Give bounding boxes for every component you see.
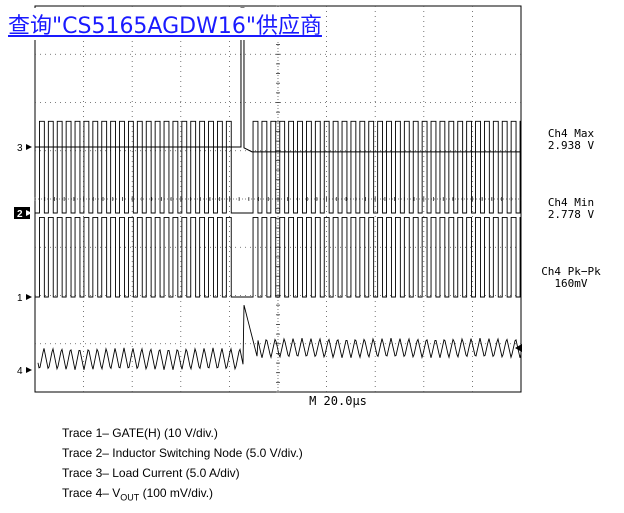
measurement-max: Ch4 Max 2.938 V xyxy=(540,128,602,152)
channel-marker-4: 4 xyxy=(17,366,23,377)
measurement-pkpk: Ch4 Pk−Pk 160mV xyxy=(534,266,608,290)
legend-trace-4-suffix: (100 mV/div.) xyxy=(139,486,214,500)
trace-2-switching-node xyxy=(35,120,522,214)
channel-marker-2: 2 xyxy=(17,209,23,220)
channel-markers: 3 2 1 4 xyxy=(14,143,522,377)
graticule xyxy=(34,5,522,393)
measurement-pkpk-label: Ch4 Pk−Pk xyxy=(541,265,601,278)
supplier-query-link[interactable]: 查询"CS5165AGDW16"供应商 xyxy=(6,8,324,40)
channel-arrow-icon xyxy=(26,144,32,150)
timebase-label: M 20.0µs xyxy=(309,394,367,408)
legend-trace-4: Trace 4– VOUT (100 mV/div.) xyxy=(62,483,303,503)
measurement-pkpk-value: 160mV xyxy=(554,277,588,290)
channel-marker-1: 1 xyxy=(17,293,23,304)
trigger-level-icon xyxy=(515,344,522,352)
trace-legend: Trace 1– GATE(H) (10 V/div.) Trace 2– In… xyxy=(62,423,303,503)
measurement-max-value: 2.938 V xyxy=(547,139,595,152)
traces xyxy=(35,7,522,371)
trace-1-gate xyxy=(35,216,522,298)
legend-trace-4-sub: OUT xyxy=(120,492,140,503)
channel-arrow-icon xyxy=(26,294,32,300)
channel-marker-3: 3 xyxy=(17,143,23,154)
legend-trace-1: Trace 1– GATE(H) (10 V/div.) xyxy=(62,426,218,440)
measurement-min-label: Ch4 Min xyxy=(547,196,595,209)
channel-arrow-icon xyxy=(26,210,32,216)
legend-trace-3: Trace 3– Load Current (5.0 A/div) xyxy=(62,466,240,480)
measurement-min: Ch4 Min 2.778 V xyxy=(540,197,602,221)
legend-trace-4-prefix: Trace 4– V xyxy=(62,486,121,500)
measurement-min-value: 2.778 V xyxy=(547,208,595,221)
legend-trace-2: Trace 2– Inductor Switching Node (5.0 V/… xyxy=(62,446,303,460)
trace-4-vout xyxy=(37,304,522,371)
channel-arrow-icon xyxy=(26,367,32,373)
measurement-max-label: Ch4 Max xyxy=(547,127,595,140)
